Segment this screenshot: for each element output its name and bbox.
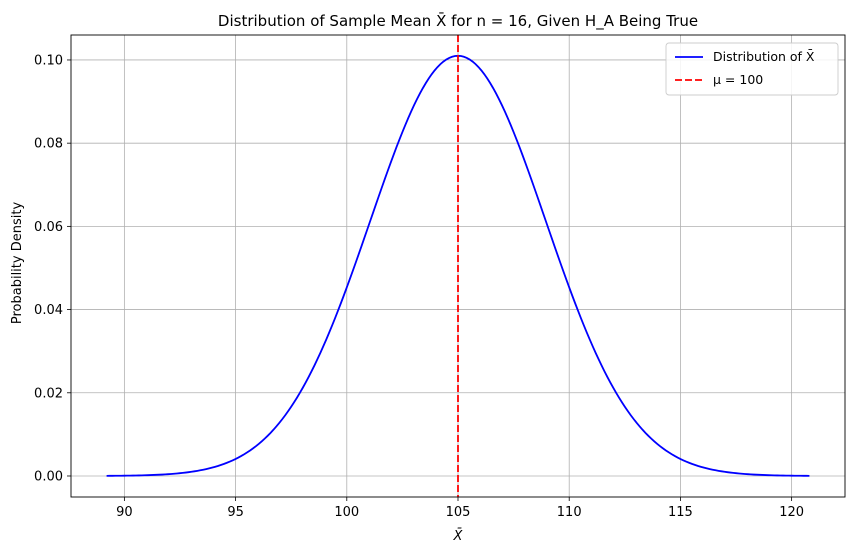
legend-label-mean: μ = 100: [713, 72, 763, 87]
y-axis-label: Probability Density: [10, 202, 25, 325]
legend-box: [665, 42, 839, 96]
x-tick-label: 100: [334, 505, 359, 520]
y-tick-label: 0.10: [34, 53, 63, 68]
legend: Distribution of X̄ μ = 100: [665, 42, 839, 96]
x-tick-label: 115: [668, 505, 693, 520]
x-tick-label: 105: [446, 505, 471, 520]
axes: 90 95 100 105 110 115 120 0.00 0.02 0.04 0.06 0.08 0…: [34, 34, 846, 520]
legend-label-distribution: Distribution of X̄: [713, 49, 815, 64]
y-tick-label: 0.00: [34, 469, 63, 484]
x-tick-label: 120: [779, 505, 804, 520]
x-axis-label: X̄: [453, 529, 464, 544]
y-tick-label: 0.02: [34, 386, 63, 401]
chart-title: Distribution of Sample Mean X̄ for n = 1…: [218, 11, 698, 31]
x-tick-label: 95: [227, 505, 244, 520]
x-tick-label: 90: [116, 505, 133, 520]
x-tick-label: 110: [557, 505, 582, 520]
y-tick-label: 0.06: [34, 220, 63, 235]
plot-area: [106, 35, 810, 497]
y-tick-label: 0.04: [34, 303, 63, 318]
y-tick-label: 0.08: [34, 137, 63, 152]
